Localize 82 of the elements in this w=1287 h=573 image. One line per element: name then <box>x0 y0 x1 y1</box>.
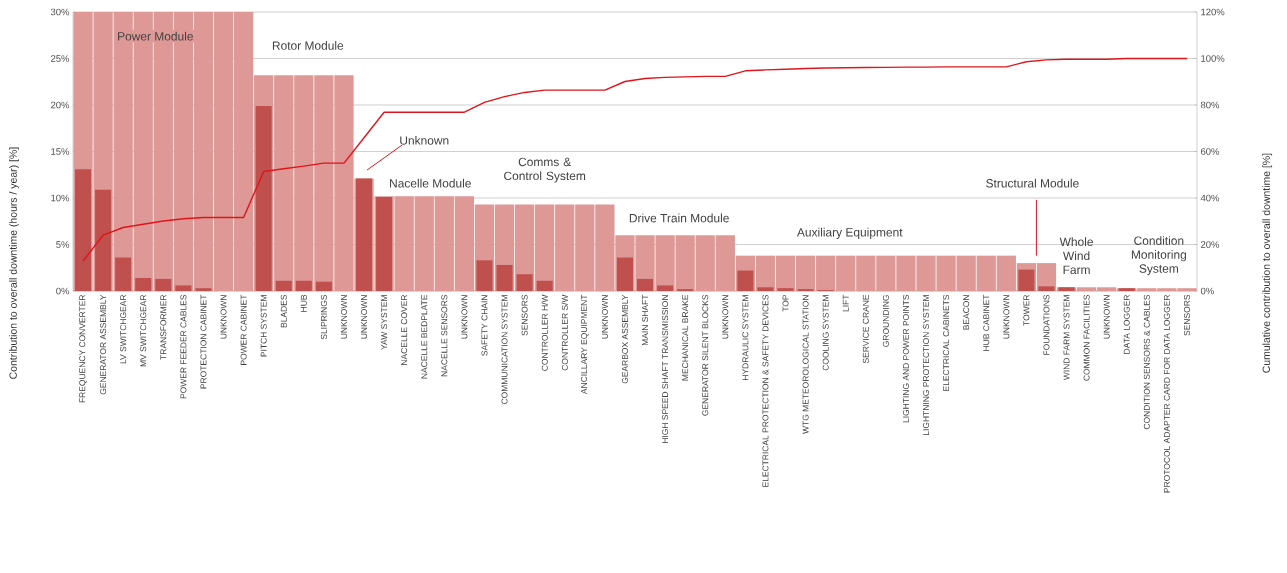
annotation: Structural Module <box>986 178 1079 188</box>
y-tick-label: 15% <box>51 148 70 155</box>
x-tick-label: UNKNOWN <box>361 295 368 339</box>
annotation: Drive Train Module <box>629 213 729 223</box>
annotation: Rotor Module <box>272 41 344 50</box>
x-tick-label: COMMON FACILITIES <box>1083 294 1090 381</box>
x-tick-label: LIGHTING AND POWER POINTS <box>902 294 909 423</box>
x-tick-label: GROUNDING <box>882 295 889 347</box>
x-tick-label: DATA LOGGER <box>1123 294 1130 354</box>
x-tick-label: TRANSFORMER <box>160 294 167 360</box>
x-tick-label: SLIPRINGS <box>320 294 327 340</box>
x-tick-label: MAIN SHAFT <box>642 294 649 346</box>
x-tick-label: PITCH SYSTEM <box>260 295 267 357</box>
x-tick-label: WIND FARM SYSTEM <box>1063 295 1070 381</box>
x-tick-label: POWER FEEDER CABLES <box>180 294 187 399</box>
x-tick-label: UNKNOWN <box>461 295 468 339</box>
x-tick-label: UNKNOWN <box>1103 295 1110 339</box>
x-tick-label: GEARBOX ASSEMBLY <box>621 294 628 384</box>
y-tick-label: 0% <box>56 287 70 295</box>
y-tick-label: 25% <box>51 55 70 62</box>
x-tick-label: UNKNOWN <box>1003 295 1010 339</box>
y-tick-label: 20% <box>51 101 70 109</box>
x-tick-label: FOUNDATIONS <box>1043 294 1050 355</box>
x-tick-label: NACELLE SENSORS <box>441 294 448 377</box>
x-tick-label: ANCILLARY EQUIPMENT <box>581 294 589 395</box>
x-tick-label: MV SWITCHGEAR <box>140 294 147 367</box>
x-tick-label: BEACON <box>963 295 970 330</box>
annotation: Unknown <box>400 135 449 145</box>
y2-tick-label: 120% <box>1201 8 1225 16</box>
x-tick-label: PROTOCOL ADAPTER CARD FOR DATA LOGGER <box>1163 294 1170 493</box>
y2-axis-title: Cumulative contribution to overall downtime [%] <box>1262 153 1273 373</box>
x-tick-label: UNKNOWN <box>340 295 347 339</box>
y2-tick-label: 60% <box>1200 148 1220 155</box>
x-tick-label: TOWER <box>1023 294 1030 326</box>
x-tick-label: HYDRAULIC SYSTEM <box>742 295 749 380</box>
x-tick-label: LIGHTNING PROTECTION SYSTEM <box>923 295 930 435</box>
x-tick-label: ELECTRICAL PROTECTION & SAFETY DEVICES <box>762 294 769 487</box>
annotation: Whole Wind Farm <box>1059 237 1093 274</box>
x-tick-label: UNKNOWN <box>601 295 608 339</box>
x-tick-label: UNKNOWN <box>220 295 227 339</box>
x-tick-label: YAW SYSTEM <box>381 295 388 350</box>
x-tick-label: GENERATOR ASSEMBLY <box>100 294 107 395</box>
x-tick-label: LIFT <box>842 294 849 312</box>
x-tick-label: ELECTRICAL CABINETS <box>943 294 950 391</box>
x-tick-label: WTG METEOROLOGICAL STATION <box>802 295 809 434</box>
y2-tick-label: 0% <box>1200 287 1214 295</box>
y-tick-label: 5% <box>56 241 70 248</box>
x-tick-label: SAFETY CHAIN <box>481 295 488 356</box>
x-tick-label: COMMUNICATION SYSTEM <box>501 295 508 405</box>
x-tick-label: HUB <box>300 294 307 312</box>
y2-tick-label: 100% <box>1201 55 1225 62</box>
x-tick-label: SERVICE CRANE <box>862 294 869 364</box>
x-tick-label: CONTROLLER S/W <box>561 294 568 371</box>
x-tick-label: BLADES <box>280 294 287 328</box>
annotation: Power Module <box>118 31 193 41</box>
x-tick-label: TOP <box>782 294 789 312</box>
annotation: Auxiliary Equipment <box>796 227 903 239</box>
x-tick-label: CONTROLLER H/W <box>541 294 548 371</box>
x-tick-label: NACELLE COVER <box>401 294 408 365</box>
x-tick-label: NACELLE BEDPLATE <box>421 294 428 379</box>
annotation: Nacelle Module <box>390 178 471 188</box>
x-tick-label: SENSORS <box>521 294 528 336</box>
x-tick-label: HIGH SPEED SHAFT TRANSMISSION <box>662 295 669 443</box>
x-tick-label: POWER CABINET <box>240 294 247 365</box>
x-tick-label: COOLING SYSTEM <box>822 295 829 371</box>
x-tick-label: CONDITION SENSORS & CABLES <box>1143 294 1150 430</box>
y2-tick-label: 40% <box>1200 194 1220 202</box>
y2-tick-label: 80% <box>1200 101 1220 109</box>
x-tick-label: LV SWITCHGEAR <box>120 294 127 364</box>
annotation: Comms & Control System <box>504 157 586 183</box>
x-tick-label: SENSORS <box>1183 294 1190 336</box>
x-tick-label: UNKNOWN <box>722 295 729 339</box>
annotation: Condition Monitoring System <box>1131 236 1186 276</box>
y2-tick-label: 20% <box>1200 241 1220 248</box>
y-tick-label: 10% <box>51 194 70 202</box>
x-tick-label: HUB CABINET <box>983 294 990 351</box>
x-tick-label: MECHANICAL BRAKE <box>682 294 689 381</box>
x-tick-label: FREQUENCY CONVERTER <box>79 294 87 403</box>
y-axis-title: Contribution to overall downtime (hours / year) [%] <box>9 147 19 379</box>
y-tick-label: 30% <box>50 8 70 16</box>
x-tick-label: PROTECTION CABINET <box>200 294 207 389</box>
x-tick-label: GENERATOR SILENT BLOCKS <box>702 294 709 416</box>
